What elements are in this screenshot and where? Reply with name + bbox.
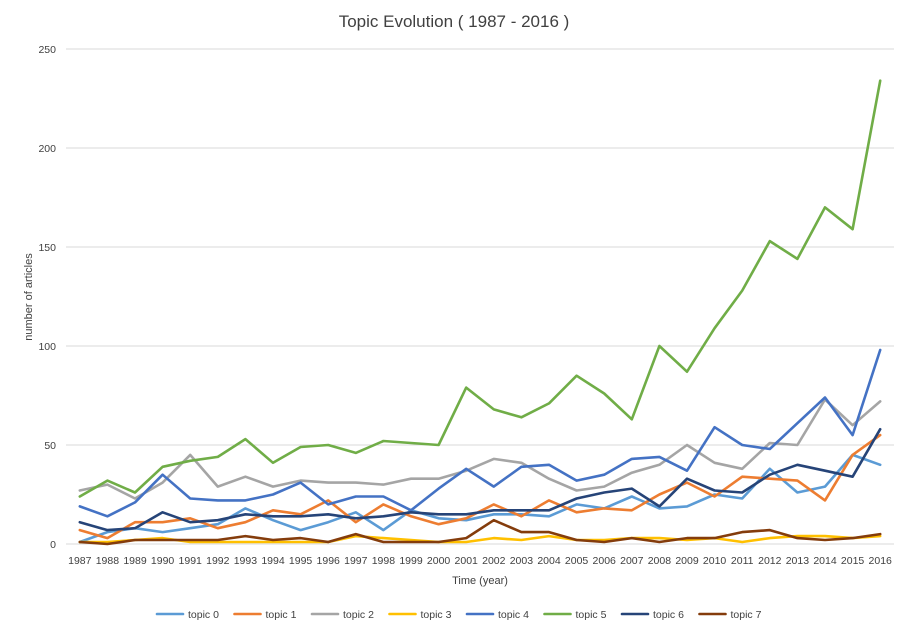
legend: topic 0 topic 1 topic 2 topic 3 topic 4 topic… [155, 609, 762, 621]
series-line-topic-4 [78, 348, 882, 518]
x-tick-label: 1989 [123, 555, 147, 567]
x-tick-label: 2012 [758, 555, 782, 567]
x-tick-label: 2006 [593, 555, 617, 567]
series-line-topic-6 [78, 427, 882, 532]
legend-entry: topic 0 [188, 609, 219, 621]
x-tick-label: 2003 [510, 555, 534, 567]
legend-entry: topic 2 [343, 609, 374, 621]
gridlines [66, 48, 894, 545]
x-tick-label: 2008 [648, 555, 672, 567]
x-tick-label: 1994 [261, 555, 285, 567]
x-tick-label: 1996 [317, 555, 341, 567]
y-tick-label: 250 [38, 44, 56, 56]
y-tick-label: 50 [44, 440, 56, 452]
x-tick-label: 1997 [344, 555, 368, 567]
x-tick-label: 2015 [841, 555, 865, 567]
series-line-topic-0 [78, 453, 882, 544]
y-tick-label: 0 [50, 539, 56, 551]
y-tick-label: 200 [38, 143, 56, 155]
x-tick-label: 1990 [151, 555, 175, 567]
x-tick-label: 1995 [289, 555, 313, 567]
x-tick-label: 1987 [68, 555, 92, 567]
x-tick-label: 2004 [537, 555, 561, 567]
x-tick-label: 2016 [869, 555, 893, 567]
x-tick-label: 2007 [620, 555, 644, 567]
x-tick-label: 2013 [786, 555, 810, 567]
x-axis-label: Time (year) [452, 575, 508, 587]
x-tick-label: 1988 [96, 555, 120, 567]
y-axis-label: number of articles [23, 253, 35, 341]
x-axis-ticks: 1987 1988 1989 1990 1991 1992 1993 1994 1995 1996… [68, 555, 892, 567]
x-tick-label: 2014 [813, 555, 837, 567]
x-tick-label: 2011 [731, 555, 754, 567]
x-tick-label: 1998 [372, 555, 396, 567]
x-tick-label: 2002 [482, 555, 506, 567]
legend-entry: topic 5 [576, 609, 607, 621]
chart-title: Topic Evolution ( 1987 - 2016 ) [339, 12, 570, 31]
series-lines [78, 79, 882, 546]
legend-entry: topic 3 [421, 609, 452, 621]
legend-entry: topic 6 [653, 609, 684, 621]
series-line-topic-2 [78, 398, 882, 500]
x-tick-label: 1992 [206, 555, 230, 567]
x-tick-label: 2000 [427, 555, 451, 567]
x-tick-label: 2005 [565, 555, 589, 567]
y-tick-label: 150 [38, 242, 56, 254]
series-line-topic-5 [78, 79, 882, 498]
series-line-topic-3 [78, 534, 882, 544]
y-tick-label: 100 [38, 341, 56, 353]
x-tick-label: 1999 [399, 555, 423, 567]
x-tick-label: 2010 [703, 555, 727, 567]
y-axis-ticks: 0 50 100 150 200 250 [38, 44, 56, 551]
x-tick-label: 2001 [455, 555, 479, 567]
x-tick-label: 1991 [179, 555, 203, 567]
x-tick-label: 2009 [675, 555, 699, 567]
x-tick-label: 1993 [234, 555, 258, 567]
legend-entry: topic 1 [266, 609, 297, 621]
series-line-topic-7 [78, 518, 882, 546]
legend-entry: topic 4 [498, 609, 529, 621]
legend-entry: topic 7 [731, 609, 762, 621]
